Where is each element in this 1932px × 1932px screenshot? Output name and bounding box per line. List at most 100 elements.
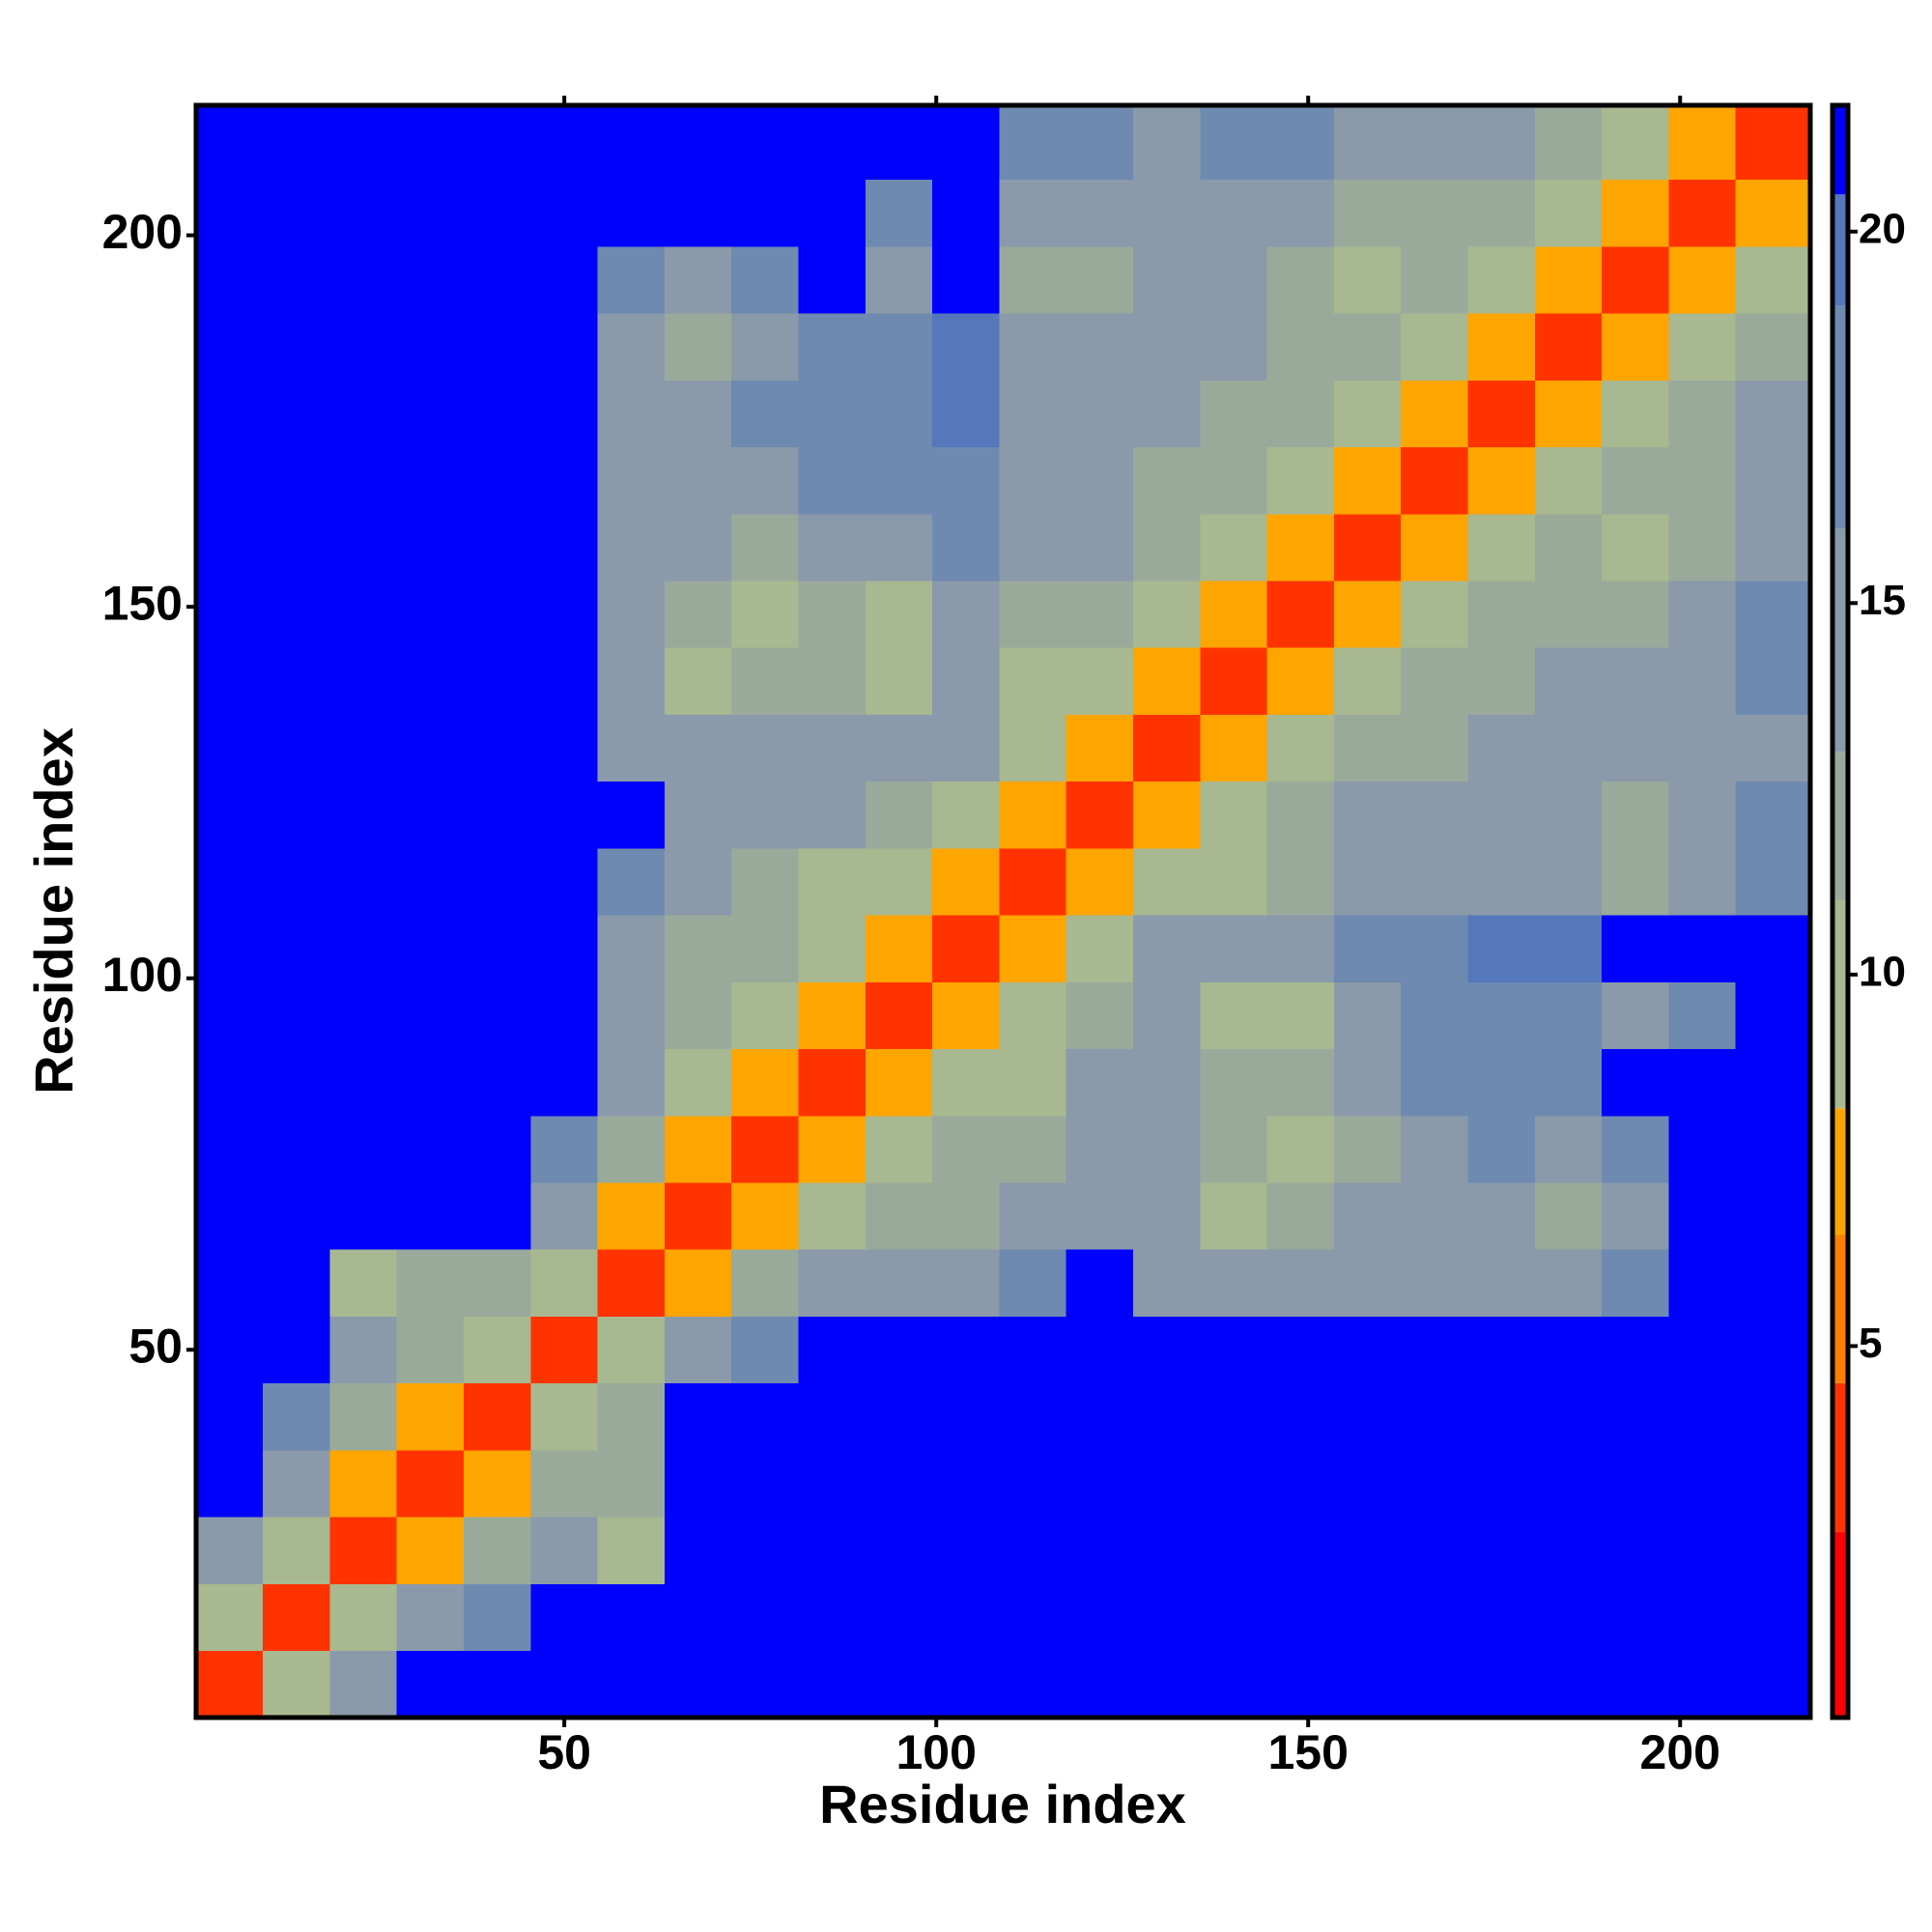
heatmap-cell <box>329 1449 398 1518</box>
heatmap-cell <box>263 313 330 381</box>
heatmap-cell <box>1401 714 1469 782</box>
heatmap-cell <box>329 714 398 782</box>
heatmap-cell <box>731 847 799 916</box>
heatmap-cell <box>1735 580 1811 648</box>
heatmap-cell <box>1735 1316 1811 1384</box>
heatmap-cell <box>664 513 732 582</box>
heatmap-cell <box>731 245 799 314</box>
heatmap-cell <box>463 179 531 247</box>
heatmap-cell <box>396 446 465 515</box>
heatmap-cell <box>731 446 799 515</box>
heatmap-cell <box>1467 1181 1536 1250</box>
heatmap-cell <box>731 981 799 1050</box>
y-tick-label: 100 <box>102 948 183 1002</box>
heatmap-cell <box>1200 179 1268 247</box>
heatmap-cell <box>1467 1048 1536 1117</box>
heatmap-cell <box>1401 380 1469 448</box>
heatmap-cell <box>999 915 1067 982</box>
heatmap-cell <box>932 380 1000 448</box>
heatmap-cell <box>1133 1316 1201 1384</box>
heatmap-cell <box>1266 781 1335 849</box>
heatmap-cell <box>396 1249 465 1317</box>
heatmap-cell <box>597 847 666 916</box>
heatmap-cell <box>1467 1382 1536 1451</box>
heatmap-cell <box>1534 847 1603 916</box>
heatmap-cell <box>1602 1181 1669 1250</box>
heatmap-cell <box>798 104 867 181</box>
heatmap-cell <box>865 1650 933 1719</box>
heatmap-cell <box>1333 1382 1402 1451</box>
heatmap-cell <box>530 1583 599 1652</box>
heatmap-cell <box>1467 104 1536 181</box>
heatmap-cell <box>1266 714 1335 782</box>
heatmap-cell <box>1401 313 1469 381</box>
heatmap-cell <box>530 580 599 648</box>
heatmap-cell <box>1333 513 1402 582</box>
heatmap-cell <box>1333 1249 1402 1317</box>
heatmap-cell <box>664 915 732 982</box>
heatmap-cell <box>865 915 933 982</box>
heatmap-cell <box>597 1517 666 1584</box>
heatmap-cell <box>329 1115 398 1183</box>
heatmap-cell <box>932 847 1000 916</box>
heatmap-cell <box>463 1517 531 1584</box>
heatmap-cell <box>1133 179 1201 247</box>
heatmap-cell <box>664 1583 732 1652</box>
heatmap-cell <box>463 1249 531 1317</box>
heatmap-cell <box>798 245 867 314</box>
heatmap-cell <box>1401 915 1469 982</box>
heatmap-cell <box>1467 647 1536 715</box>
heatmap-cell <box>1200 580 1268 648</box>
heatmap-cell <box>329 179 398 247</box>
heatmap-cell <box>1333 847 1402 916</box>
heatmap-cell <box>1200 714 1268 782</box>
heatmap-cell <box>1333 1517 1402 1584</box>
heatmap-cell <box>1467 580 1536 648</box>
heatmap-cell <box>999 1583 1067 1652</box>
heatmap-cell <box>1534 104 1603 181</box>
heatmap-cell <box>798 1048 867 1117</box>
heatmap-cell <box>664 1382 732 1451</box>
heatmap-cell <box>932 781 1000 849</box>
heatmap-cell <box>932 313 1000 381</box>
heatmap-cell <box>1602 104 1669 181</box>
heatmap-cell <box>195 446 264 515</box>
y-tick-label: 150 <box>102 576 183 630</box>
heatmap-cell <box>1266 245 1335 314</box>
colorbar-tick-label: 15 <box>1859 577 1906 624</box>
heatmap-cell <box>1602 915 1669 982</box>
heatmap-cell <box>530 1650 599 1719</box>
heatmap-cell <box>1333 104 1402 181</box>
heatmap-cell <box>195 580 264 648</box>
heatmap-cell <box>329 1181 398 1250</box>
heatmap-cell <box>463 1449 531 1518</box>
heatmap-cell <box>1065 1048 1134 1117</box>
heatmap-cell <box>263 380 330 448</box>
heatmap-cell <box>1602 513 1669 582</box>
heatmap-cell <box>664 1181 732 1250</box>
heatmap-cell <box>1668 513 1737 582</box>
heatmap-cell <box>1401 1449 1469 1518</box>
heatmap-cell <box>396 1115 465 1183</box>
heatmap-cell <box>597 981 666 1050</box>
heatmap-cell <box>865 446 933 515</box>
heatmap-cell <box>1200 380 1268 448</box>
heatmap-cell <box>1668 981 1737 1050</box>
heatmap-cell <box>1735 380 1811 448</box>
heatmap-cell <box>1200 1583 1268 1652</box>
heatmap-cell <box>329 981 398 1050</box>
heatmap-cell <box>1266 1517 1335 1584</box>
heatmap-cell <box>1200 513 1268 582</box>
heatmap-cell <box>731 104 799 181</box>
heatmap-cell <box>1602 981 1669 1050</box>
y-tick-label: 200 <box>102 205 183 259</box>
heatmap-cell <box>1735 245 1811 314</box>
heatmap-cell <box>932 1382 1000 1451</box>
heatmap-cell <box>1467 1115 1536 1183</box>
heatmap-cell <box>597 1115 666 1183</box>
heatmap-cell <box>1467 245 1536 314</box>
heatmap-cell <box>1668 313 1737 381</box>
heatmap-cell <box>932 647 1000 715</box>
heatmap-cell <box>1200 245 1268 314</box>
heatmap-cell <box>1333 1048 1402 1117</box>
